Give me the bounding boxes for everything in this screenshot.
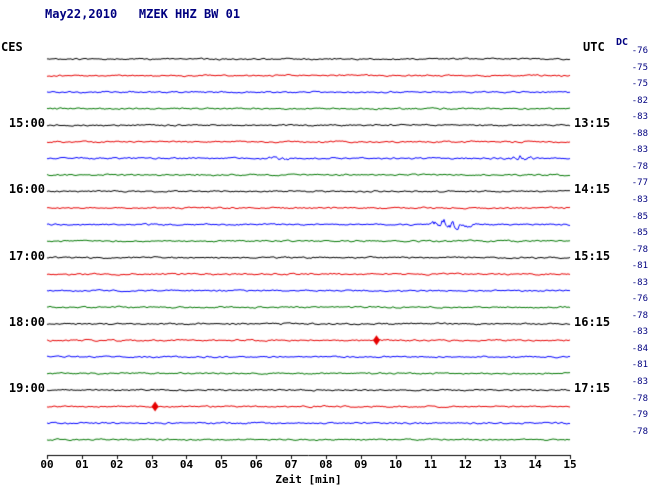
dc-value: -77: [631, 178, 648, 189]
x-tick-label: 11: [423, 458, 438, 471]
dc-value: -83: [631, 194, 648, 205]
dc-value: -78: [631, 393, 648, 404]
x-tick-label: 15: [563, 458, 577, 471]
dc-value: -78: [631, 310, 648, 321]
x-tick-label: 04: [179, 458, 194, 471]
dc-value: -75: [631, 79, 648, 90]
x-tick-label: 03: [144, 458, 159, 471]
x-tick-label: 13: [493, 458, 507, 471]
dc-value: -88: [631, 128, 648, 139]
page-title: May22,2010 MZEK HHZ BW 01: [45, 7, 241, 21]
dc-value: -84: [631, 343, 648, 354]
dc-value: -85: [631, 211, 648, 222]
x-tick-label: 12: [458, 458, 473, 471]
dc-value: -78: [631, 426, 648, 437]
hour-label-left: 16:00: [8, 182, 45, 197]
dc-value: -76: [631, 294, 648, 305]
dc-value: -83: [631, 112, 648, 123]
x-tick-label: 00: [40, 458, 54, 471]
x-tick-label: 05: [214, 458, 228, 471]
x-axis-label: Zeit [min]: [275, 473, 342, 486]
x-tick-label: 08: [319, 458, 333, 471]
x-tick-label: 07: [284, 458, 298, 471]
hour-label-right: 13:15: [574, 116, 611, 131]
hour-label-left: 18:00: [8, 314, 45, 329]
hour-label-right: 16:15: [574, 314, 611, 329]
hour-label-left: 17:00: [8, 248, 45, 263]
x-tick-label: 06: [249, 458, 263, 471]
x-tick-label: 09: [354, 458, 368, 471]
dc-label: DC: [616, 37, 629, 48]
x-tick-label: 01: [75, 458, 89, 471]
dc-value: -85: [631, 228, 648, 239]
dc-value: -81: [631, 261, 648, 272]
x-tick-label: 10: [389, 458, 403, 471]
left-timezone-label: CES: [1, 40, 23, 54]
hour-label-right: 17:15: [574, 381, 611, 395]
dc-value: -75: [631, 62, 648, 73]
hour-label-left: 19:00: [8, 381, 45, 395]
dc-value: -83: [631, 277, 648, 288]
dc-value: -83: [631, 377, 648, 387]
dc-value: -79: [631, 410, 648, 421]
dc-value: -78: [631, 244, 648, 255]
dc-value: -81: [631, 360, 648, 371]
dc-value: -78: [631, 161, 648, 172]
x-tick-label: 02: [110, 458, 124, 471]
x-tick-label: 14: [528, 458, 542, 471]
right-timezone-label: UTC: [583, 40, 605, 54]
dc-value: -83: [631, 327, 648, 338]
dc-value: -83: [631, 145, 648, 156]
hour-label-right: 15:15: [574, 248, 611, 263]
dc-value: -82: [631, 95, 648, 106]
dc-value: -76: [631, 46, 648, 56]
hour-label-right: 14:15: [574, 182, 611, 197]
hour-label-left: 15:00: [8, 116, 45, 131]
